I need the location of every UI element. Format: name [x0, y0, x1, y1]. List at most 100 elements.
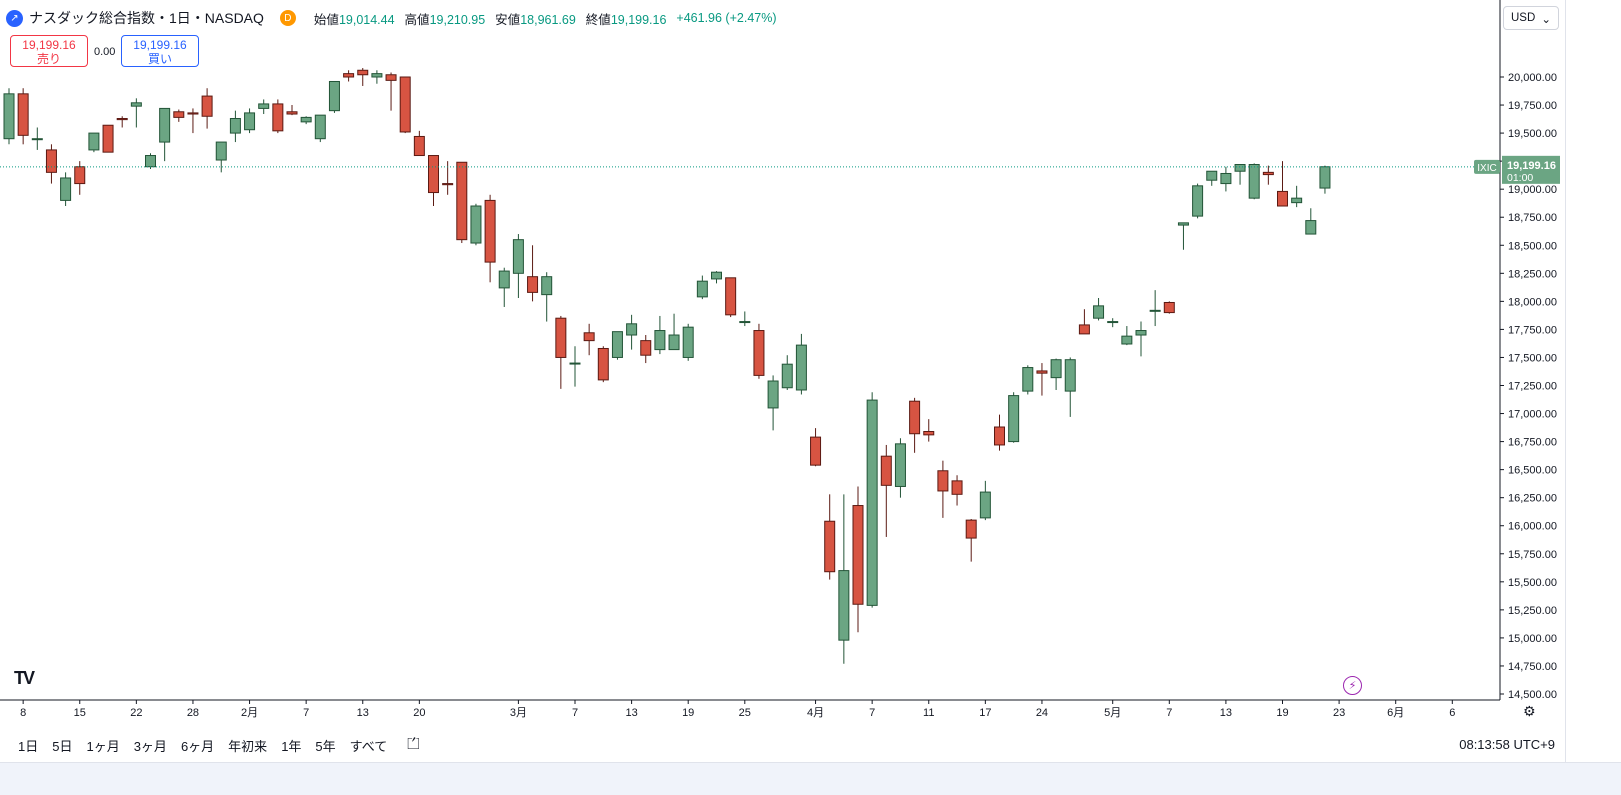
candle [512, 234, 524, 298]
candle [272, 99, 284, 134]
spread-value: 0.00 [94, 46, 116, 58]
range-6m-button[interactable]: 6ヶ月 [180, 738, 215, 754]
candle [88, 132, 100, 153]
range-all-button[interactable]: すべて [349, 738, 388, 754]
y-tick-label: 17,500.00 [1508, 352, 1557, 364]
candle-body [866, 399, 878, 606]
candle [1008, 392, 1020, 443]
calendar-icon[interactable]: ⏍ [407, 736, 420, 753]
candle-body [965, 519, 977, 539]
y-tick-label: 16,250.00 [1508, 493, 1557, 505]
chart-logo-icon: ↗ [6, 9, 23, 27]
candle [597, 346, 609, 383]
range-1d-button[interactable]: 1日 [18, 738, 39, 754]
candle [371, 70, 383, 84]
candle-body [810, 436, 822, 466]
candle [1050, 358, 1062, 390]
candle [1022, 365, 1034, 395]
buy-button[interactable]: 19,199.16 買い [121, 35, 199, 67]
candle [894, 438, 906, 498]
candle [258, 99, 270, 115]
y-tick-label: 14,500.00 [1508, 689, 1557, 701]
x-tick-label: 7 [1166, 707, 1172, 719]
candle [753, 323, 765, 379]
currency-select[interactable]: USD ⌄ [1503, 6, 1559, 30]
candle [583, 323, 595, 356]
range-1m-button[interactable]: 1ヶ月 [86, 738, 120, 754]
range-1y-button[interactable]: 1年 [281, 738, 302, 754]
y-tick-label: 16,500.00 [1508, 465, 1557, 477]
candle-body [258, 103, 270, 109]
candle-body [102, 124, 114, 153]
candlestick-chart[interactable]: 20,000.0019,750.0019,500.0019,250.0019,0… [0, 0, 1621, 730]
candle [852, 486, 864, 633]
candle-body [300, 116, 312, 123]
candle-body [767, 380, 779, 409]
candle [1305, 208, 1317, 235]
y-tick-label: 19,000.00 [1508, 184, 1557, 196]
data-badge[interactable]: D [279, 10, 296, 26]
x-tick-label: 19 [1276, 707, 1288, 719]
bottom-strip [0, 762, 1621, 795]
candle [1319, 165, 1331, 194]
range-ytd-button[interactable]: 年初来 [228, 738, 268, 754]
symbol-title[interactable]: ナスダック総合指数・1日・NASDAQ [29, 10, 264, 26]
candle [1163, 301, 1175, 314]
candle-body [343, 73, 355, 78]
candle-body [45, 149, 57, 173]
candle [1149, 290, 1161, 327]
candle [824, 494, 836, 580]
candle [838, 494, 850, 664]
range-3m-button[interactable]: 3ヶ月 [133, 738, 167, 754]
candle-body [215, 141, 227, 161]
gear-icon[interactable]: ⚙ [1523, 703, 1536, 719]
candle [428, 155, 439, 207]
bolt-icon[interactable]: ⚡ [1343, 676, 1362, 695]
x-tick-label: 28 [187, 707, 199, 719]
candle [781, 355, 793, 390]
tradingview-logo-icon[interactable]: TV [14, 668, 35, 688]
candle-body [838, 570, 850, 641]
candle-body [286, 111, 298, 115]
candle-body [626, 323, 638, 336]
symbol-header[interactable]: ↗ ナスダック総合指数・1日・NASDAQ D 始値19,014.44 高値19… [6, 6, 777, 30]
candle [555, 315, 567, 389]
candle-body [187, 112, 199, 115]
candle [1078, 309, 1090, 335]
sell-label: 売り [36, 52, 61, 66]
candle-body [1234, 164, 1246, 172]
candle-body [555, 317, 567, 358]
candle [866, 392, 878, 608]
y-tick-label: 18,250.00 [1508, 268, 1557, 280]
candle-body [1192, 185, 1204, 217]
sell-button[interactable]: 19,199.16 売り [10, 35, 88, 67]
candle-body [923, 430, 935, 436]
range-5d-button[interactable]: 5日 [52, 738, 73, 754]
candle [1234, 164, 1246, 185]
candle-body [1008, 395, 1020, 443]
candle-body [880, 455, 892, 486]
range-5y-button[interactable]: 5年 [315, 738, 336, 754]
candle [173, 109, 185, 122]
clock[interactable]: 08:13:58 UTC+9 [1459, 737, 1555, 752]
candle-body [328, 80, 340, 112]
candle [1192, 183, 1204, 219]
x-tick-label: 8 [20, 707, 26, 719]
candle [711, 271, 722, 284]
x-tick-label: 7 [303, 707, 309, 719]
candle [3, 88, 15, 145]
candle [909, 397, 921, 453]
x-tick-label: 25 [739, 707, 751, 719]
candle [696, 275, 708, 300]
candle-body [541, 276, 553, 296]
candle [1107, 318, 1119, 328]
candle-body [484, 199, 496, 263]
candle-body [1277, 190, 1288, 207]
x-tick-label: 20 [413, 707, 425, 719]
x-tick-label: 15 [74, 707, 86, 719]
y-tick-label: 20,000.00 [1508, 72, 1557, 84]
candle [923, 419, 935, 442]
candle [739, 311, 751, 327]
candle [1093, 297, 1105, 321]
y-tick-label: 17,250.00 [1508, 381, 1557, 393]
